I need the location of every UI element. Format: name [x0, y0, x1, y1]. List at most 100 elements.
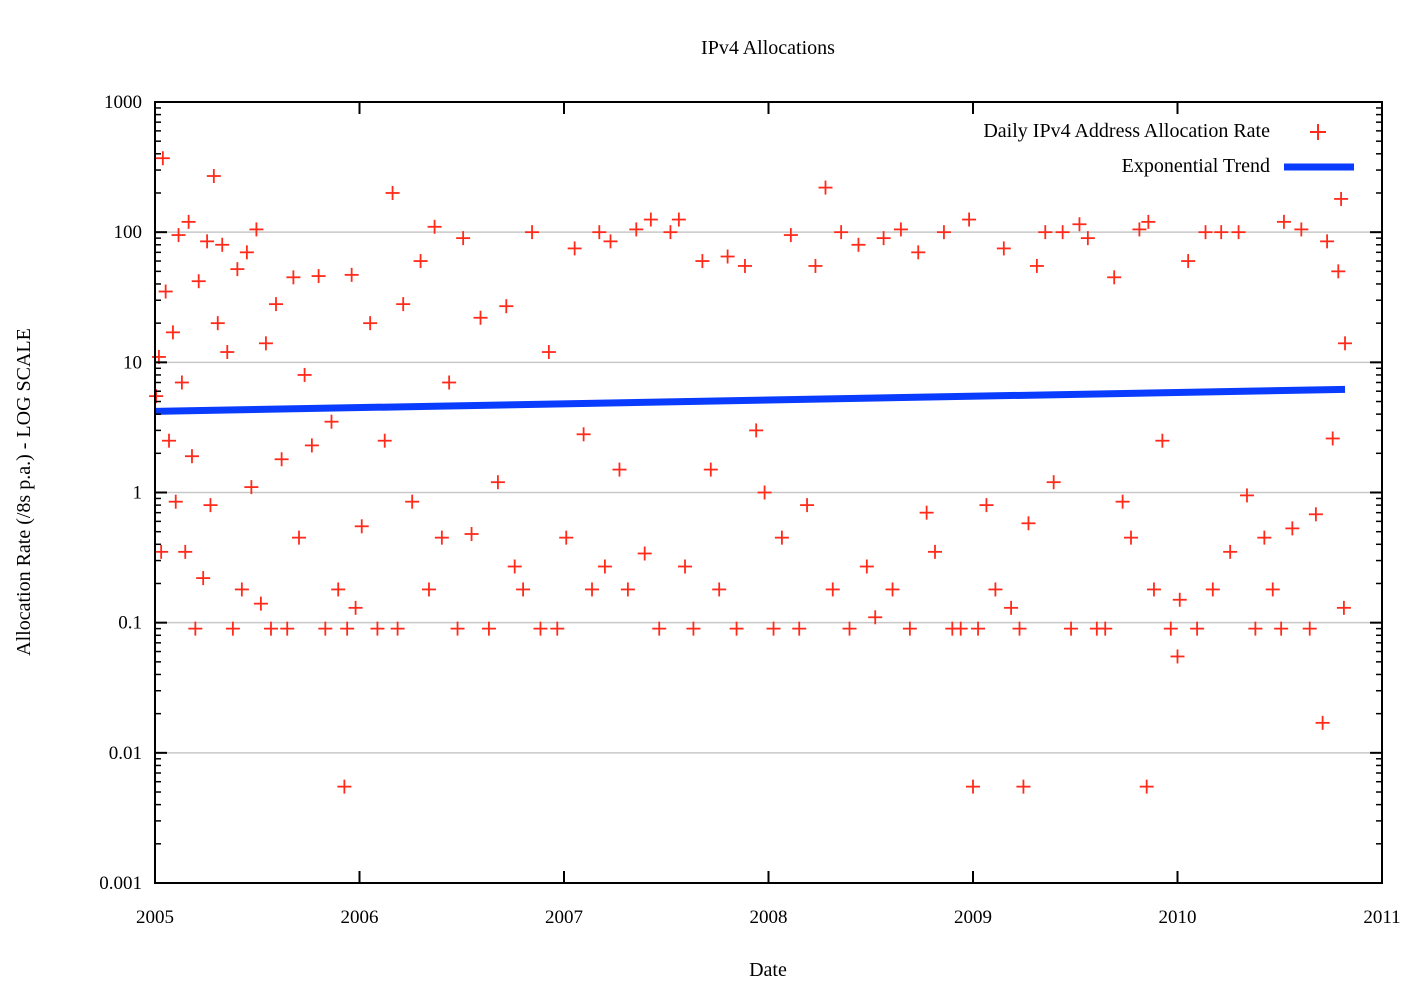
data-point: [919, 505, 934, 520]
data-point: [1141, 214, 1156, 229]
data-point: [464, 526, 479, 541]
data-point: [311, 269, 326, 284]
data-point: [442, 375, 457, 390]
data-point: [337, 779, 352, 794]
data-point: [1107, 270, 1122, 285]
data-point: [893, 222, 908, 237]
data-point: [1080, 231, 1095, 246]
y-axis-label: Allocation Rate (/8s p.a.) - LOG SCALE: [13, 328, 35, 656]
trend-line: [154, 385, 1346, 415]
data-point: [620, 582, 635, 597]
data-point: [280, 621, 295, 636]
data-point: [525, 225, 540, 240]
data-point: [834, 225, 849, 240]
data-point: [473, 310, 488, 325]
data-point: [155, 151, 170, 166]
data-point: [239, 245, 254, 260]
x-tick-label: 2011: [1363, 907, 1400, 928]
data-point: [1214, 225, 1229, 240]
data-point: [1072, 217, 1087, 232]
data-point: [559, 530, 574, 545]
data-point: [1098, 621, 1113, 636]
data-point: [507, 559, 522, 574]
data-point: [851, 237, 866, 252]
data-point: [592, 225, 607, 240]
data-point: [174, 375, 189, 390]
legend-marker-plus-icon: [1310, 124, 1326, 140]
data-point: [258, 336, 273, 351]
data-point: [576, 427, 591, 442]
data-point: [800, 498, 815, 513]
data-point: [996, 241, 1011, 256]
data-point: [165, 325, 180, 340]
y-tick-label: 0.01: [109, 743, 142, 764]
data-point: [749, 423, 764, 438]
data-point: [859, 559, 874, 574]
data-point: [1021, 516, 1036, 531]
data-point: [196, 571, 211, 586]
data-point: [1004, 600, 1019, 615]
data-point: [550, 621, 565, 636]
data-point: [686, 621, 701, 636]
data-point: [885, 582, 900, 597]
data-point: [297, 367, 312, 382]
data-point: [331, 582, 346, 597]
data-point: [1331, 264, 1346, 279]
data-point: [421, 582, 436, 597]
data-point: [1334, 191, 1349, 206]
data-point: [1181, 254, 1196, 269]
y-tick-label: 0.1: [118, 613, 142, 634]
data-point: [249, 222, 264, 237]
data-point: [1223, 544, 1238, 559]
data-point: [516, 582, 531, 597]
x-tick-label: 2010: [1159, 907, 1197, 928]
data-point: [405, 494, 420, 509]
data-point: [1038, 225, 1053, 240]
data-point: [1012, 621, 1027, 636]
data-point: [1190, 621, 1205, 636]
data-point: [274, 452, 289, 467]
data-point: [291, 530, 306, 545]
data-point: [363, 316, 378, 331]
data-point: [1336, 600, 1351, 615]
data-point: [966, 779, 980, 794]
data-point: [637, 546, 652, 561]
data-point: [1064, 621, 1079, 636]
data-point: [1294, 222, 1309, 237]
data-point: [286, 270, 301, 285]
data-point: [215, 237, 230, 252]
data-point: [225, 621, 240, 636]
data-point: [1320, 234, 1335, 249]
data-point: [818, 180, 833, 195]
data-point: [344, 267, 359, 282]
data-point: [304, 438, 319, 453]
axes: 0.001 0.01 0.1 1 10 100 1000 2005 2006 2007 2008 20…: [99, 92, 1400, 928]
data-point: [1315, 715, 1330, 730]
data-point: [962, 212, 977, 227]
data-point: [1123, 530, 1138, 545]
data-point: [490, 475, 505, 490]
data-point: [1016, 779, 1031, 794]
data-point: [1205, 582, 1220, 597]
data-point: [1146, 582, 1161, 597]
data-point: [533, 621, 548, 636]
data-point: [652, 621, 667, 636]
data-point: [695, 254, 710, 269]
data-point: [230, 262, 245, 277]
data-point: [1115, 494, 1130, 509]
data-point: [1248, 621, 1263, 636]
legend-label-trend: Exponential Trend: [1122, 155, 1270, 177]
data-point: [720, 249, 735, 264]
data-point: [200, 234, 215, 249]
data-point: [263, 621, 278, 636]
data-point: [842, 621, 857, 636]
data-point: [766, 621, 781, 636]
data-point: [318, 621, 333, 636]
data-point: [324, 414, 339, 429]
data-point: [663, 225, 678, 240]
data-point: [184, 449, 199, 464]
data-point: [585, 582, 600, 597]
trend-line-segment: [154, 385, 1346, 415]
data-point: [936, 225, 951, 240]
